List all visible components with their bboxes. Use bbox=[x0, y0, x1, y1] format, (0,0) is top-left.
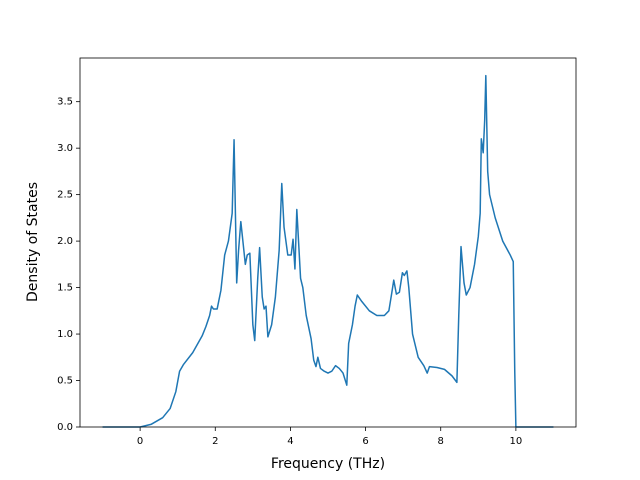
y-tick-label: 3.0 bbox=[57, 143, 73, 154]
x-tick-label: 6 bbox=[362, 436, 368, 447]
y-tick-label: 1.5 bbox=[57, 283, 73, 294]
y-tick-label: 2.0 bbox=[57, 236, 73, 247]
x-tick-label: 0 bbox=[137, 436, 143, 447]
line bbox=[102, 74, 554, 428]
y-tick-label: 0.0 bbox=[57, 422, 73, 433]
x-tick-label: 10 bbox=[510, 436, 523, 447]
x-tick-label: 2 bbox=[212, 436, 218, 447]
y-tick-label: 2.5 bbox=[57, 190, 73, 201]
y-tick-label: 0.5 bbox=[57, 376, 73, 387]
y-axis-label: Density of States bbox=[25, 182, 41, 302]
y-tick-label: 3.5 bbox=[57, 97, 73, 108]
axes-frame bbox=[79, 57, 577, 428]
x-tick-label: 8 bbox=[438, 436, 444, 447]
x-tick-label: 4 bbox=[287, 436, 293, 447]
x-axis-label: Frequency (THz) bbox=[271, 456, 385, 472]
y-tick-label: 1.0 bbox=[57, 329, 73, 340]
